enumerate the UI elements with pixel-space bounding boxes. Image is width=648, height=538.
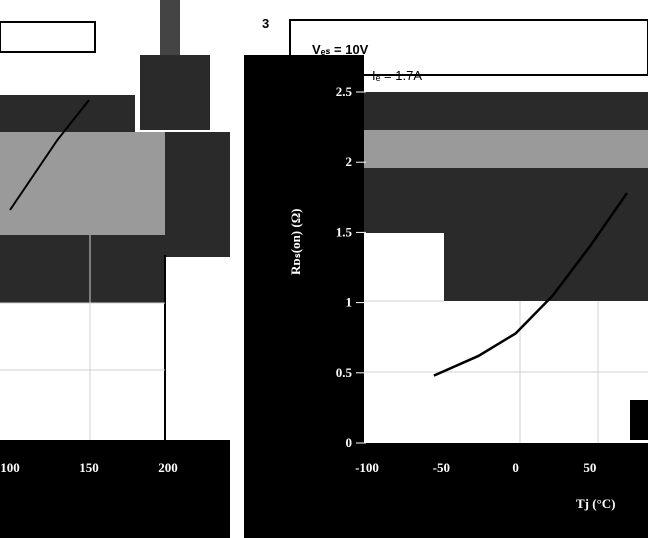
right-dark-band-top [364, 92, 648, 130]
x-axis-title: Tj (°C) [576, 496, 616, 511]
x-tick-label: 200 [158, 460, 178, 475]
annotation-value: 3 [262, 16, 269, 31]
left-gray-band [0, 132, 165, 235]
right-chart-panel: 3 Vₑₛ = 10V Iₑ = 1.7A 00.511.522.5 -100-… [262, 15, 648, 538]
left-divider-post [160, 0, 180, 55]
y-tick-label: 2 [346, 154, 353, 169]
x-tick-label: -100 [355, 460, 379, 475]
y-axis-title: Rᴅₛ(on) (Ω) [288, 209, 303, 275]
x-tick-label: 0 [512, 460, 519, 475]
y-tick-label: 1 [346, 295, 353, 310]
y-tick-label: 2.5 [336, 84, 353, 99]
right-x-tick-labels: -100 -50 0 50 [355, 460, 596, 475]
left-axis-strip [0, 440, 230, 538]
right-y-tick-labels: 0 0.5 1 1.5 2 2.5 [336, 84, 366, 450]
right-x-axis-strip [364, 443, 648, 538]
y-tick-label: 0 [346, 435, 353, 450]
left-dark-side [165, 132, 230, 257]
right-dark-band-mid [364, 168, 648, 233]
right-gray-band [364, 130, 648, 168]
panel-divider [244, 55, 264, 538]
x-tick-label: 50 [583, 460, 596, 475]
y-tick-label: 1.5 [336, 224, 353, 239]
condition-vgs-label: Vₑₛ = 10V [312, 42, 369, 57]
x-tick-label: -50 [433, 460, 450, 475]
x-tick-label: 100 [0, 460, 20, 475]
left-x-tick-labels: 100 150 200 [0, 460, 178, 475]
right-dark-band-lower [444, 233, 648, 301]
right-series-line [433, 192, 629, 377]
left-dark-block [140, 55, 210, 130]
condition-id-label: Iₑ = 1.7A [372, 68, 422, 83]
left-curve-line [9, 99, 90, 211]
right-axis-column [264, 55, 364, 538]
y-tick-label: 0.5 [336, 365, 353, 380]
x-tick-label: 150 [79, 460, 99, 475]
left-dark-lower [0, 235, 165, 303]
left-chart-panel: 100 150 200 [0, 0, 235, 538]
left-frame-top [0, 21, 96, 53]
left-series-line [9, 99, 90, 211]
rdson-vs-tj-curve [433, 192, 629, 377]
